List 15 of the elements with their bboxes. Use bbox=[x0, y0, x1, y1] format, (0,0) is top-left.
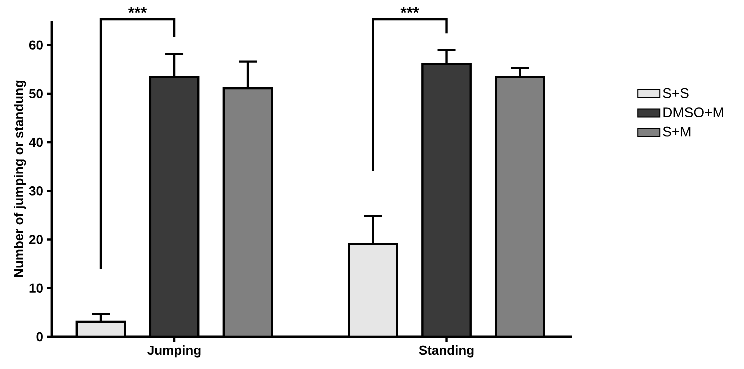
legend-label: S+M bbox=[663, 126, 691, 137]
x-tick-label: Jumping bbox=[148, 346, 201, 358]
legend-label: DMSO+M bbox=[664, 108, 724, 118]
y-tick-label: 50 bbox=[29, 89, 43, 99]
y-tick-label: 20 bbox=[29, 235, 43, 244]
y-tick-label: 10 bbox=[30, 284, 43, 293]
y-tick-label: 30 bbox=[29, 186, 43, 196]
text: *** bbox=[128, 7, 148, 14]
y-tick-label: 60 bbox=[29, 40, 43, 50]
y-axis-title: Number of jumping or standung bbox=[14, 80, 26, 278]
y-tick-label: 40 bbox=[29, 138, 43, 148]
text: *** bbox=[400, 7, 420, 14]
y-tick-label: 0 bbox=[36, 332, 43, 342]
x-tick-label: Standing bbox=[419, 346, 474, 358]
legend-label: S+S bbox=[663, 88, 689, 98]
